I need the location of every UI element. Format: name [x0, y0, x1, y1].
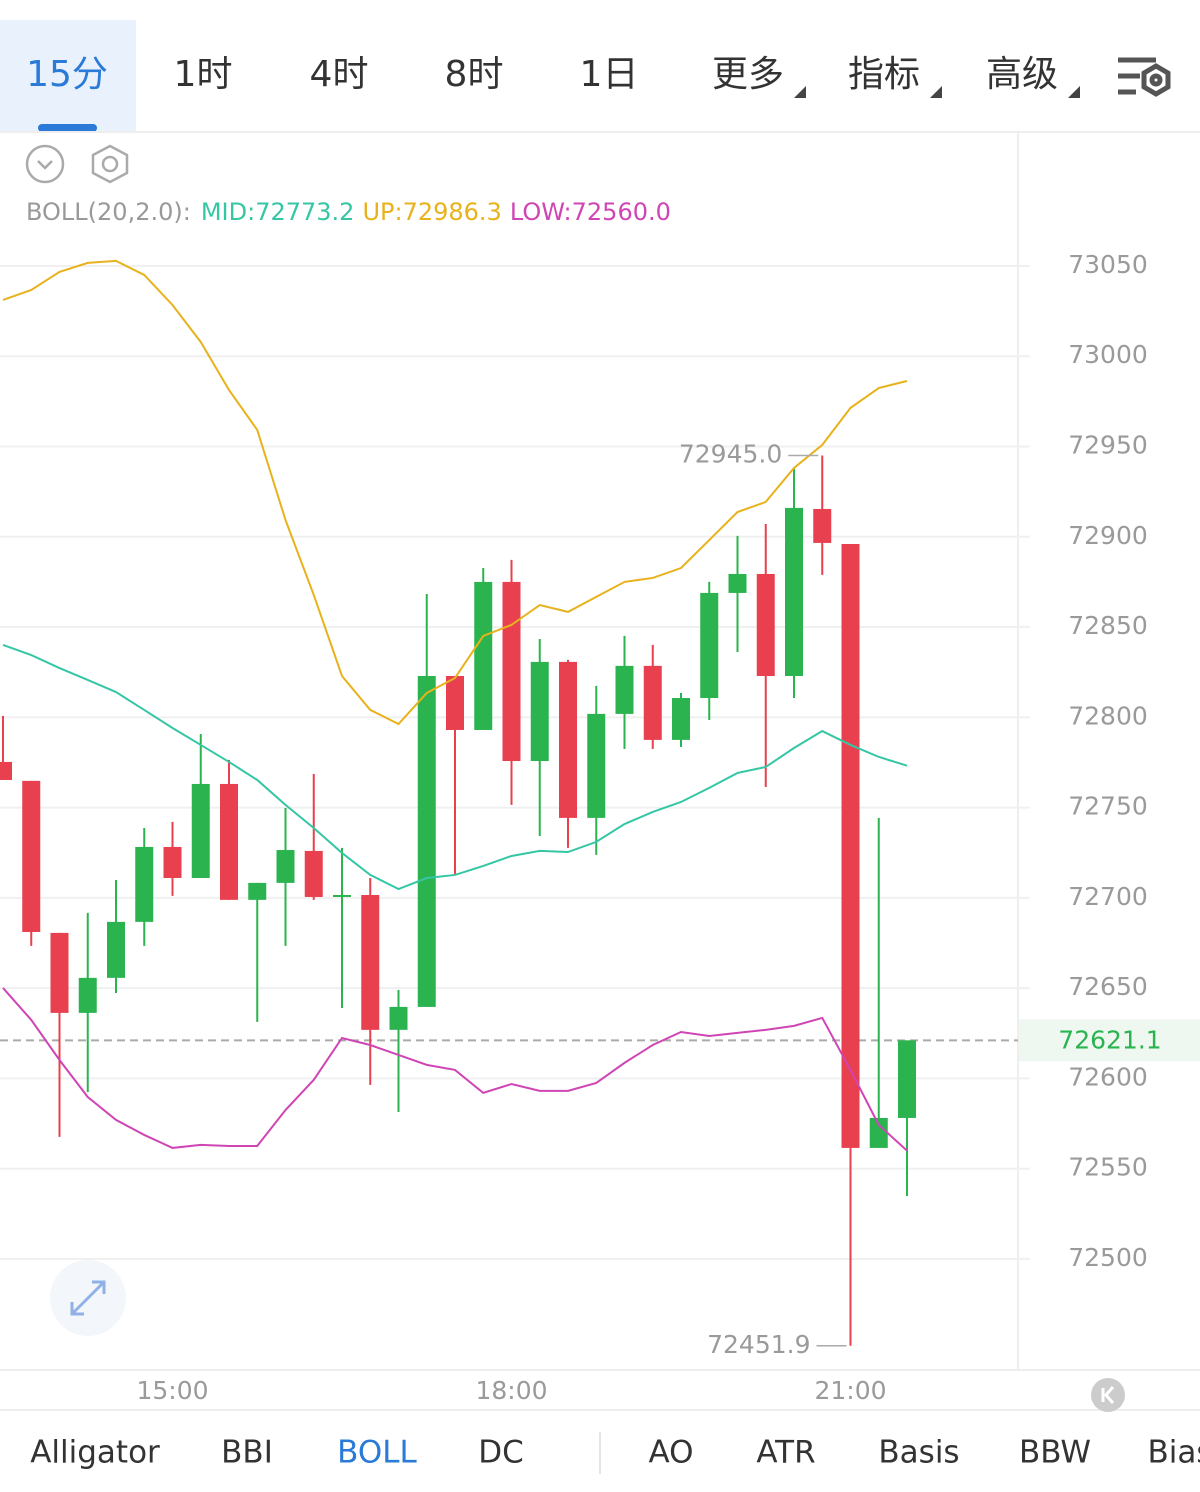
legend-name: LOW:	[510, 198, 572, 226]
indicator-tab[interactable]: AO	[648, 1435, 693, 1471]
y-tick-label: 72550	[1068, 1153, 1148, 1182]
indicator-tab[interactable]: BBW	[1019, 1435, 1091, 1471]
timeframe-tab[interactable]: 指标	[848, 54, 920, 95]
candle-body	[50, 932, 69, 1013]
chart-icons[interactable]	[25, 144, 129, 184]
timeframe-tab[interactable]: 8时	[445, 54, 504, 95]
candle-body	[78, 977, 97, 1013]
y-tick-label: 72700	[1068, 882, 1148, 911]
candle-body	[220, 783, 238, 900]
candle-body	[417, 675, 436, 1007]
x-tick-label: 15:00	[136, 1376, 208, 1405]
plot	[0, 259, 1030, 1347]
x-tick-label: 21:00	[814, 1376, 886, 1405]
candle-body	[22, 780, 41, 932]
candle-body	[841, 544, 860, 1148]
scroll-latest[interactable]	[1091, 1378, 1125, 1412]
candle-body	[474, 581, 493, 730]
dropdown-arrows	[794, 86, 1080, 98]
timeframe-tab[interactable]: 1日	[580, 54, 639, 95]
expand-button[interactable]	[50, 1260, 126, 1336]
candle-body	[615, 665, 634, 714]
candle-body	[304, 850, 323, 897]
legend-value: 72560.0	[572, 198, 671, 226]
indicator-tab[interactable]: Basis	[878, 1435, 959, 1471]
y-tick-label: 72500	[1068, 1243, 1148, 1272]
candle-body	[446, 675, 464, 730]
indicator-tab[interactable]: DC	[478, 1435, 524, 1471]
last-price-label: 72621.1	[1058, 1025, 1161, 1054]
indicator-tab[interactable]: Bias	[1147, 1435, 1200, 1471]
candle-body	[587, 713, 606, 818]
y-tick-label: 72750	[1068, 792, 1148, 821]
legend-name: MID:	[201, 198, 255, 226]
candle-body	[333, 894, 351, 897]
y-tick-label: 72850	[1068, 611, 1148, 640]
active-tab-indicator	[38, 124, 97, 132]
candle-body	[559, 661, 577, 818]
candle-body	[107, 921, 125, 978]
candle-body	[191, 783, 210, 879]
y-tick-label: 72650	[1068, 972, 1148, 1001]
y-tick-label: 73050	[1068, 250, 1148, 279]
legend-value: 72986.3	[403, 198, 502, 226]
boll-line	[2, 643, 908, 891]
active-tab-bg	[0, 20, 136, 132]
boll-line	[2, 987, 908, 1152]
indicator-name: BOLL(20,2.0):	[26, 198, 191, 226]
timeframe-tab[interactable]: 4时	[310, 54, 369, 95]
indicator-tab[interactable]: ATR	[756, 1435, 815, 1471]
legend-name: UP:	[362, 198, 402, 226]
candle-body	[361, 894, 380, 1030]
candle-body	[785, 507, 803, 676]
candle-body	[700, 592, 719, 699]
candle-body	[276, 850, 295, 883]
timeframe-tab[interactable]: 高级	[986, 54, 1058, 95]
candle-body	[0, 761, 12, 780]
candle-body	[898, 1040, 916, 1118]
candle-body	[756, 573, 775, 676]
y-tick-label: 72800	[1068, 701, 1148, 730]
candle-body	[135, 846, 154, 922]
last-price-box	[1019, 1019, 1200, 1062]
candle-body	[728, 573, 747, 593]
boll-line	[2, 259, 908, 726]
settings-icon[interactable]	[1118, 57, 1171, 97]
candle-body	[672, 698, 690, 740]
candle-body	[502, 581, 521, 762]
y-tick-label: 73000	[1068, 340, 1148, 369]
extreme-label: 72451.9	[707, 1330, 810, 1359]
timeframe-tab[interactable]: 15分	[26, 54, 108, 95]
candle-body	[643, 665, 662, 740]
x-tick-label: 18:00	[475, 1376, 547, 1405]
indicator-tab[interactable]: Alligator	[30, 1435, 160, 1471]
indicator-tab[interactable]: BOLL	[337, 1435, 417, 1471]
extreme-label: 72945.0	[679, 440, 782, 469]
timeframe-tab[interactable]: 更多	[712, 54, 784, 95]
legend-value: 72773.2	[255, 198, 354, 226]
candle-body	[248, 882, 267, 900]
indicator-tab[interactable]: BBI	[221, 1435, 273, 1471]
candle-body	[389, 1006, 408, 1030]
timeframe-tab[interactable]: 1时	[174, 54, 233, 95]
y-tick-label: 72900	[1068, 521, 1148, 550]
y-tick-label: 72950	[1068, 431, 1148, 460]
y-tick-label: 72600	[1068, 1062, 1148, 1091]
candle-body	[813, 508, 832, 543]
indicator-legend: BOLL(20,2.0): MID:72773.2 UP:72986.3 LOW:72…	[26, 198, 671, 226]
candle-body	[869, 1117, 888, 1148]
candle-body	[530, 661, 549, 762]
candle-body	[163, 846, 182, 879]
